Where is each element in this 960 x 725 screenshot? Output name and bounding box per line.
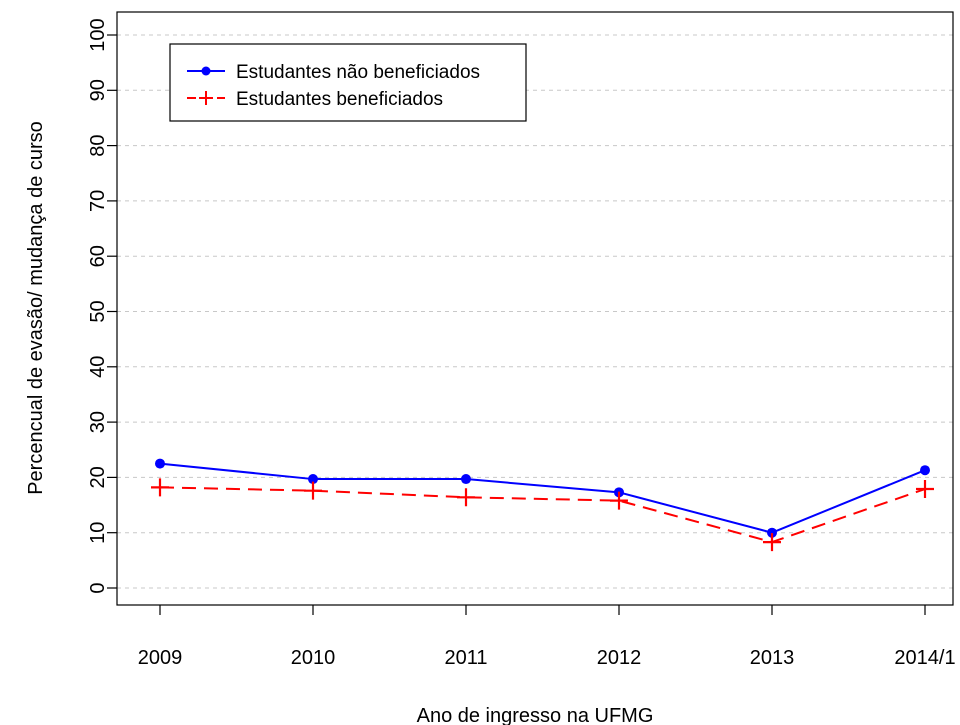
y-tick-label: 90 — [87, 79, 109, 101]
x-tick-label: 2013 — [750, 647, 795, 669]
legend-label-nao-beneficiados: Estudantes não beneficiados — [236, 62, 480, 83]
y-tick-label: 0 — [87, 582, 109, 593]
y-tick-label: 30 — [87, 411, 109, 433]
series-line-1 — [159, 486, 926, 544]
data-point — [763, 533, 781, 552]
x-tick-label: 2014/1 — [894, 647, 955, 669]
data-point — [461, 474, 471, 485]
x-axis-title: Ano de ingresso na UFMG — [417, 705, 654, 725]
data-point — [308, 474, 318, 485]
y-tick-label: 60 — [87, 245, 109, 267]
y-tick-label: 70 — [87, 190, 109, 212]
y-axis: 0 10 20 30 40 50 60 70 80 90 100 — [87, 18, 117, 594]
legend-box — [169, 43, 527, 122]
data-point — [151, 478, 169, 497]
data-point — [916, 480, 934, 499]
legend-marker-nao-beneficiados — [201, 66, 211, 76]
data-point — [155, 458, 165, 469]
y-axis-title: Percencual de evasão/ mudança de curso — [25, 121, 47, 495]
x-tick-label: 2010 — [291, 647, 336, 669]
x-tick-label: 2012 — [597, 647, 642, 669]
y-tick-label: 50 — [87, 300, 109, 322]
data-point — [767, 527, 777, 538]
y-tick-label: 10 — [87, 522, 109, 544]
data-point — [457, 488, 475, 507]
data-point — [610, 491, 628, 510]
y-tick-label: 100 — [87, 18, 109, 51]
series-layer — [151, 458, 934, 552]
legend-marker-beneficiados — [199, 91, 213, 105]
x-tick-label: 2011 — [444, 647, 487, 669]
legend: Estudantes não beneficiados Estudantes b… — [169, 43, 527, 122]
data-point — [920, 465, 930, 476]
legend-label-beneficiados: Estudantes beneficiados — [236, 89, 443, 110]
data-point — [304, 481, 322, 500]
x-tick-label: 2009 — [138, 647, 183, 669]
y-tick-label: 80 — [87, 134, 109, 156]
y-tick-label: 20 — [87, 466, 109, 488]
grid-lines — [117, 34, 953, 589]
x-axis: 2009 2010 2011 2012 2013 2014/1 — [138, 605, 956, 669]
series-line-0 — [159, 462, 926, 534]
y-tick-label: 40 — [87, 356, 109, 378]
plot-frame — [116, 11, 954, 606]
